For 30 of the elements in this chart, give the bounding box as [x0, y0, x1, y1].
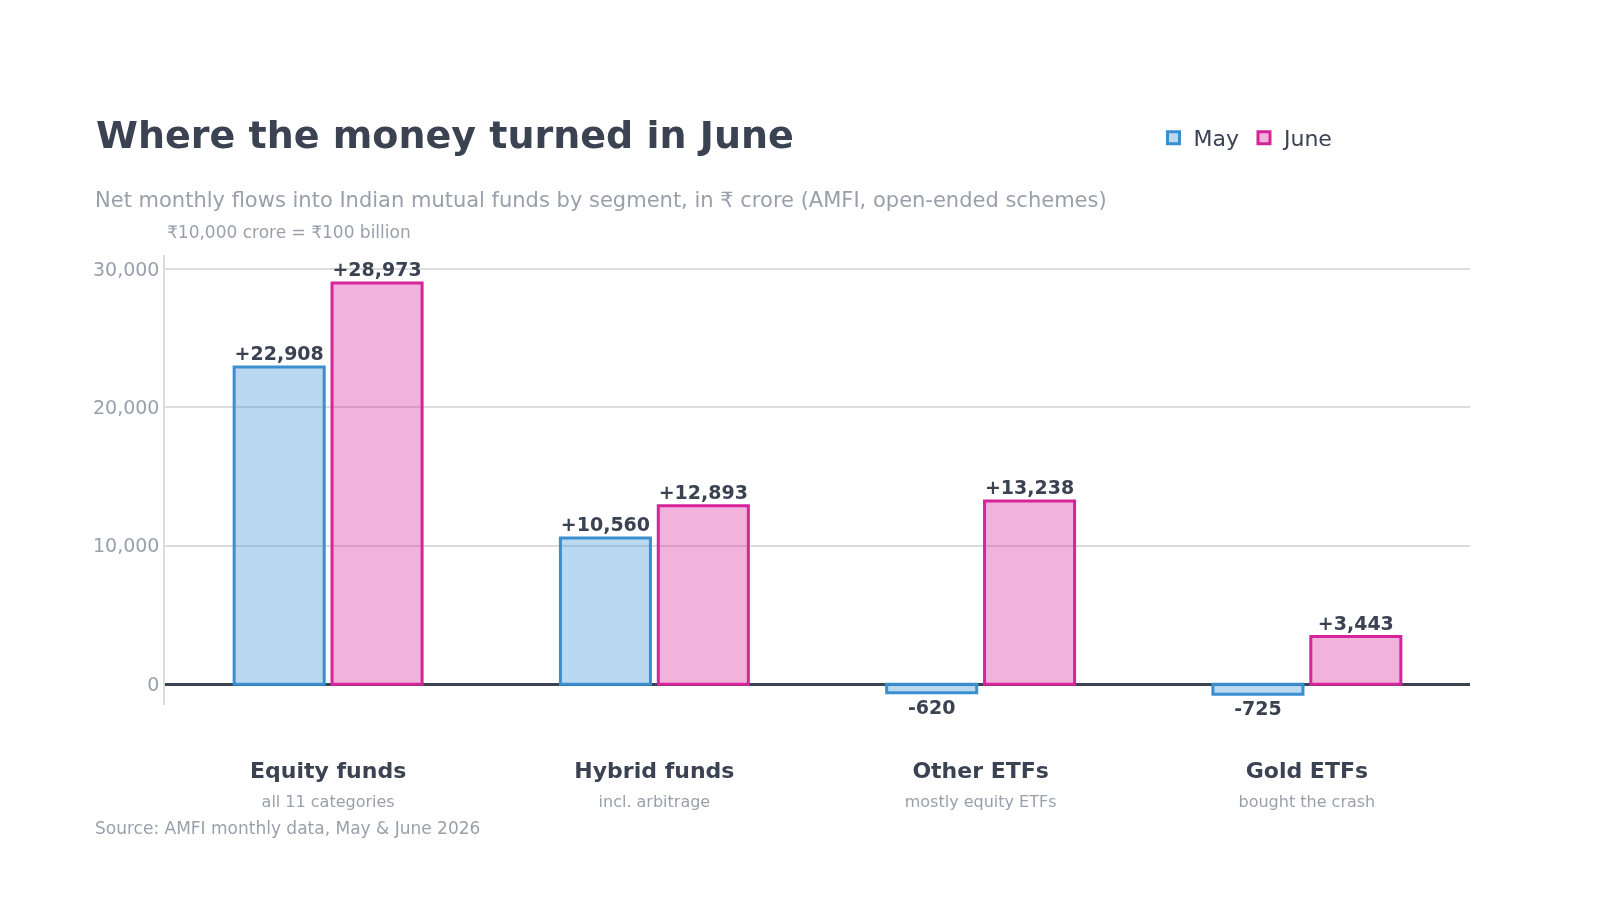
x-tick-label: Other ETFs mostly equity ETFs: [904, 758, 1057, 811]
y-tick-label: 10,000: [92, 534, 160, 557]
x-tick-label: Hybrid funds incl. arbitrage: [574, 758, 735, 811]
legend-label: June: [1281, 126, 1332, 152]
x-tick-label: Gold ETFs bought the crash: [1238, 758, 1376, 811]
bar: [330, 281, 424, 686]
data-label: +10,560: [560, 513, 651, 536]
bar: [232, 365, 326, 686]
bar: [983, 499, 1077, 686]
data-label: +12,893: [658, 480, 748, 503]
bar: [885, 682, 979, 695]
x-tick-label: Equity funds all 11 categories: [250, 758, 407, 811]
bar: [1309, 635, 1403, 686]
legend-label: May: [1193, 126, 1239, 152]
bar: [1211, 682, 1305, 696]
bar: [558, 536, 652, 686]
data-label: +13,238: [984, 475, 1075, 498]
data-label: -725: [1234, 697, 1282, 720]
text: ₹10,000 crore = ₹100 billion: [167, 222, 411, 242]
data-label: +28,973: [332, 258, 422, 281]
data-label: +22,908: [234, 342, 324, 365]
chart-title: Where the money turned in June: [96, 113, 794, 158]
source-note: Source: AMFI monthly data, May & June 2026: [95, 818, 481, 838]
y-tick-label: 20,000: [92, 395, 160, 418]
bar: [656, 504, 750, 686]
data-label: +3,443: [1317, 611, 1394, 634]
y-tick-label: 30,000: [92, 257, 160, 280]
data-label: -620: [907, 695, 956, 718]
y-tick-label: 0: [147, 672, 160, 695]
chart-subtitle: Net monthly flows into Indian mutual funds by segment, in ₹ crore (AMFI, open-ended schemes): [95, 188, 1107, 212]
